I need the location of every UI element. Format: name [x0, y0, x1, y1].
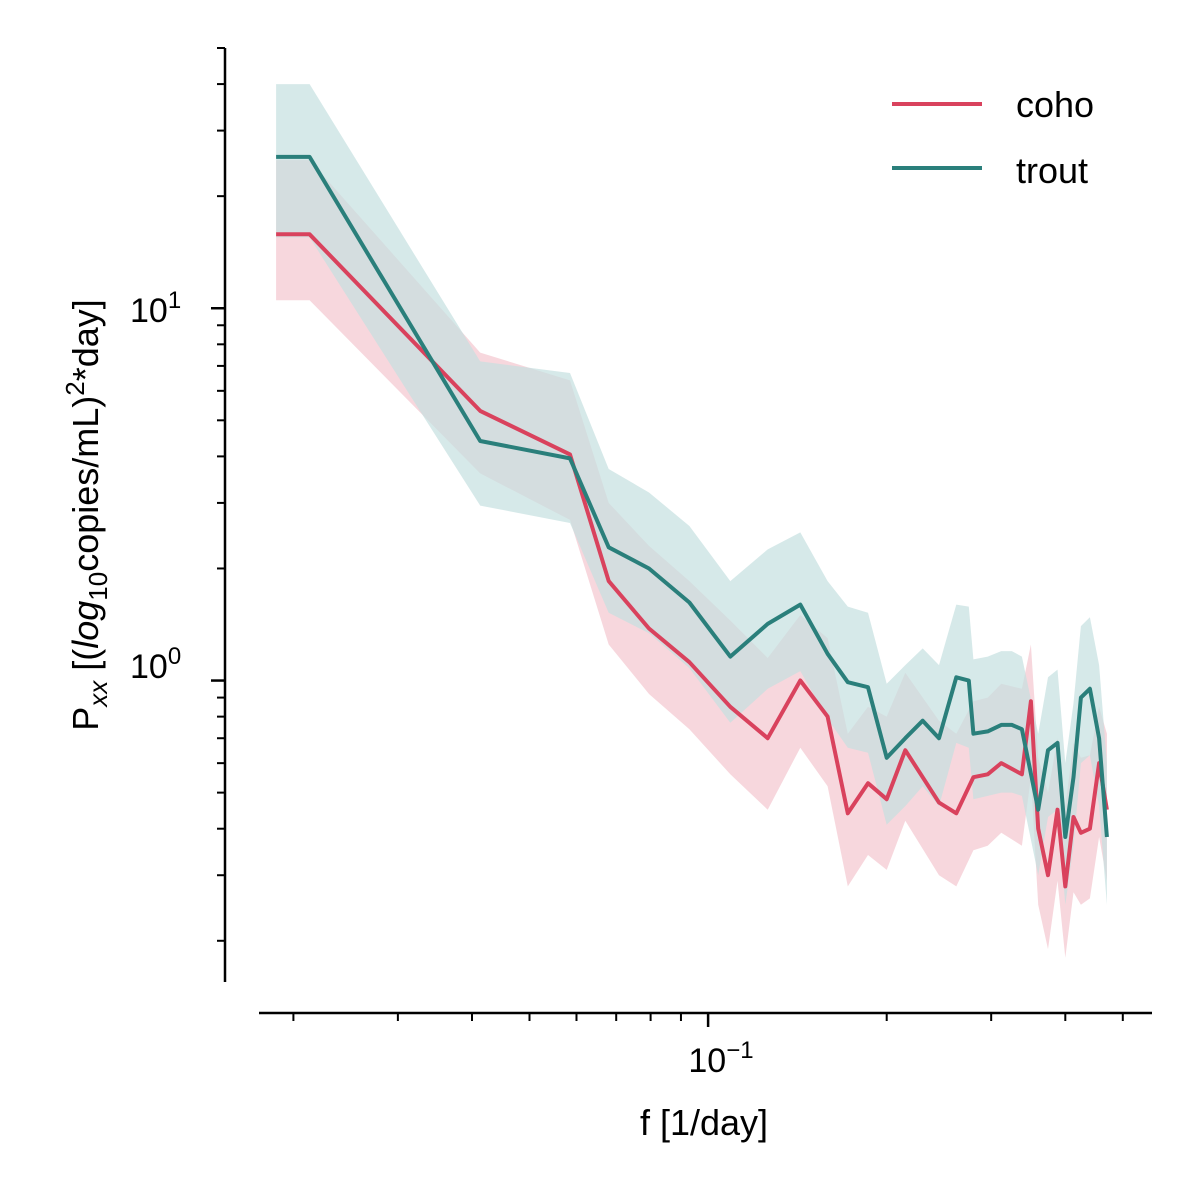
line-trout [276, 154, 1109, 839]
line-coho [276, 232, 1109, 889]
confidence-bands [276, 84, 1107, 958]
legend: coho trout [892, 84, 1094, 191]
x-axis-ticks [292, 1013, 1124, 1027]
y-tick-label: 101 [130, 287, 181, 330]
legend-label-coho: coho [1016, 84, 1094, 125]
series-lines [276, 154, 1109, 889]
x-tick-label: 10−1 [688, 1037, 753, 1080]
x-axis-label: f [1/day] [640, 1102, 768, 1143]
y-axis-ticks [211, 47, 225, 942]
legend-label-trout: trout [1016, 150, 1088, 191]
y-axis-label: Pxx [(log10copies/mL)2*day] [60, 299, 113, 731]
band-trout [276, 84, 1107, 905]
y-tick-label: 100 [130, 643, 181, 686]
